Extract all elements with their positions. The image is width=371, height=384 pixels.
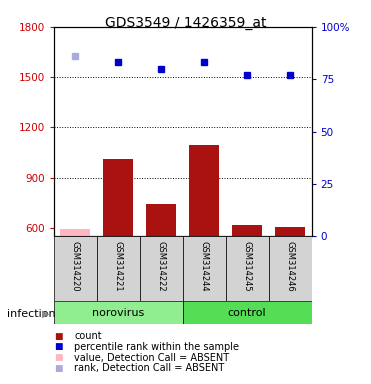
Bar [275, 227, 305, 236]
Bar [60, 230, 90, 236]
Text: GSM314221: GSM314221 [114, 242, 123, 292]
Bar [183, 301, 312, 324]
Text: count: count [74, 331, 102, 341]
Text: GSM314220: GSM314220 [71, 242, 80, 292]
Text: GSM314246: GSM314246 [286, 242, 295, 292]
Text: ■: ■ [54, 364, 62, 373]
Text: GDS3549 / 1426359_at: GDS3549 / 1426359_at [105, 16, 266, 30]
Bar [146, 204, 176, 236]
Text: percentile rank within the sample: percentile rank within the sample [74, 342, 239, 352]
Text: ■: ■ [54, 353, 62, 362]
Text: infection: infection [7, 309, 56, 319]
Bar [189, 145, 219, 236]
Bar [54, 236, 97, 301]
Bar [54, 301, 183, 324]
Bar [269, 236, 312, 301]
Bar [226, 236, 269, 301]
Bar [183, 236, 226, 301]
Text: ■: ■ [54, 331, 62, 341]
Text: ■: ■ [54, 342, 62, 351]
Text: norovirus: norovirus [92, 308, 144, 318]
Text: rank, Detection Call = ABSENT: rank, Detection Call = ABSENT [74, 363, 224, 373]
Text: control: control [228, 308, 266, 318]
Bar [103, 159, 133, 236]
Text: value, Detection Call = ABSENT: value, Detection Call = ABSENT [74, 353, 229, 362]
Bar [232, 225, 262, 236]
Text: GSM314222: GSM314222 [157, 242, 166, 292]
Text: GSM314245: GSM314245 [243, 242, 252, 292]
Text: GSM314244: GSM314244 [200, 242, 209, 292]
Bar [140, 236, 183, 301]
Text: ▶: ▶ [42, 309, 49, 319]
Bar [97, 236, 140, 301]
